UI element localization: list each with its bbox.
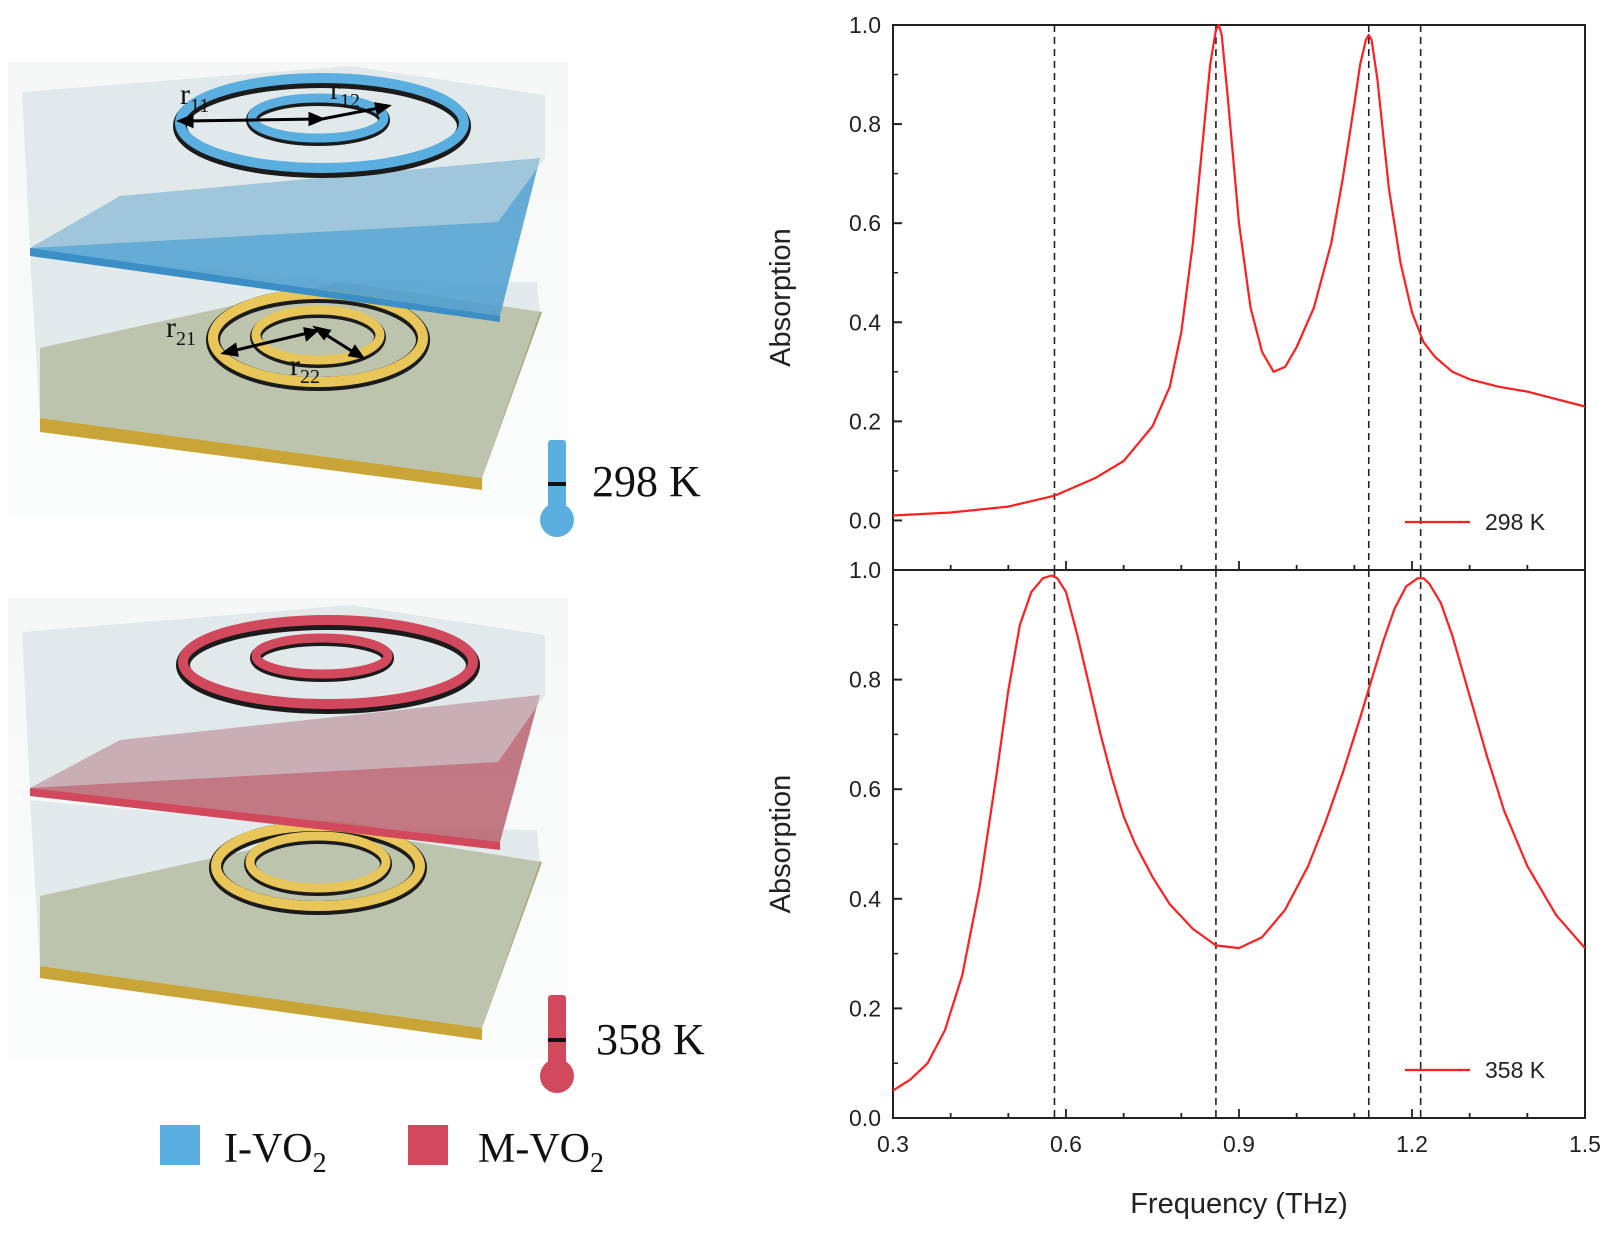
x-axis-label: Frequency (THz) bbox=[1130, 1188, 1348, 1220]
thermometer-cold-icon bbox=[540, 440, 574, 537]
y-tick-label: 0.8 bbox=[849, 111, 881, 137]
lower-dielectric-slab bbox=[30, 255, 540, 478]
plot-frame bbox=[892, 24, 1586, 571]
radius-arrows bbox=[176, 102, 392, 360]
vo2-layer-edge bbox=[30, 248, 500, 322]
temperature-label-298: 298 K bbox=[592, 457, 701, 506]
key-swatch-metallic bbox=[408, 1125, 448, 1165]
legend-label: 358 K bbox=[1485, 1057, 1546, 1083]
y-tick-label: 0.0 bbox=[849, 507, 881, 533]
upper-dielectric-slab bbox=[22, 66, 545, 248]
upper-ring-pair bbox=[176, 615, 480, 714]
key-swatch-insulating bbox=[160, 1125, 200, 1165]
thermometer-hot-icon bbox=[540, 995, 574, 1093]
y-tick-label: 0.2 bbox=[849, 408, 881, 434]
ground-plane-edge bbox=[40, 418, 482, 490]
temperature-label-358: 358 K bbox=[596, 1015, 705, 1064]
lower-ring-pair bbox=[206, 289, 430, 391]
x-tick-label: 1.5 bbox=[1569, 1131, 1601, 1157]
y-axis-label-bottom: Absorption bbox=[765, 775, 797, 914]
schematic-top: r11 r12 r21 r22 298 K bbox=[8, 62, 701, 537]
material-key: I-VO2 M-VO2 bbox=[160, 1125, 604, 1179]
label-r11: r11 bbox=[180, 78, 209, 117]
y-tick-label: 0.4 bbox=[849, 886, 881, 912]
plot-frame bbox=[892, 569, 1586, 1119]
x-tick-label: 0.9 bbox=[1223, 1131, 1255, 1157]
y-axis-label-top: Absorption bbox=[765, 228, 797, 367]
series-line-358k bbox=[892, 574, 1586, 1092]
label-r12: r12 bbox=[330, 73, 360, 112]
label-r21: r21 bbox=[166, 311, 196, 350]
y-tick-label: 0.0 bbox=[849, 1105, 881, 1131]
vo2-layer-edge bbox=[30, 788, 500, 850]
upper-dielectric-slab bbox=[22, 605, 545, 788]
label-r22: r22 bbox=[290, 349, 320, 388]
upper-ring-pair bbox=[173, 73, 471, 178]
x-tick-label: 0.3 bbox=[877, 1131, 909, 1157]
y-tick-label: 0.6 bbox=[849, 210, 881, 236]
legend-label: 298 K bbox=[1485, 509, 1546, 535]
y-tick-label: 1.0 bbox=[849, 557, 881, 583]
key-label-insulating: I-VO2 bbox=[224, 1126, 327, 1179]
absorption-chart-358k: 0.0 0.2 0.4 0.6 0.8 1.0 0.3 0.6 0.9 1.2 1.5 358 K bbox=[849, 557, 1601, 1157]
schematic-bottom: 358 K bbox=[8, 598, 705, 1093]
key-label-metallic: M-VO2 bbox=[478, 1126, 604, 1179]
ground-plane-edge bbox=[40, 966, 482, 1040]
y-tick-label: 0.8 bbox=[849, 667, 881, 693]
absorption-chart-298k: 0.0 0.2 0.4 0.6 0.8 1.0 298 K bbox=[849, 12, 1586, 571]
y-tick-label: 0.4 bbox=[849, 309, 881, 335]
y-tick-label: 0.2 bbox=[849, 995, 881, 1021]
x-tick-label: 0.6 bbox=[1050, 1131, 1082, 1157]
y-tick-label: 0.6 bbox=[849, 776, 881, 802]
y-tick-label: 1.0 bbox=[849, 12, 881, 38]
series-line-298k bbox=[892, 23, 1586, 517]
x-tick-label: 1.2 bbox=[1396, 1131, 1428, 1157]
